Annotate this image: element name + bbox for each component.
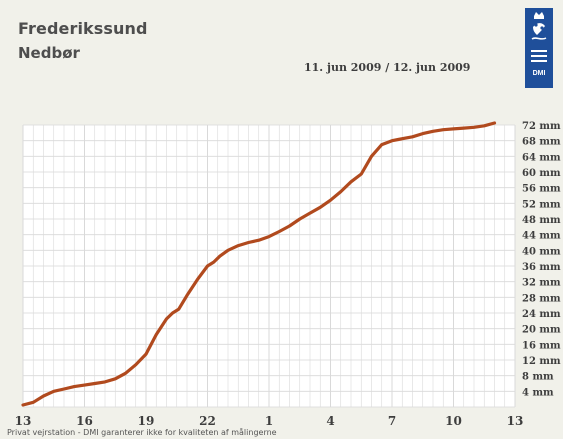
- y-tick-label: 40 mm: [522, 246, 561, 257]
- x-tick-label: 13: [507, 414, 524, 428]
- accumulated-rain-line: [21, 121, 497, 407]
- y-tick-label: 8 mm: [522, 372, 554, 383]
- y-tick-label: 60 mm: [522, 168, 561, 179]
- station-title: Frederikssund: [18, 19, 148, 38]
- x-tick-label: 22: [199, 414, 216, 428]
- x-tick-label: 7: [388, 414, 396, 428]
- footnote: Privat vejrstation - DMI garanterer ikke…: [7, 428, 277, 437]
- y-tick-label: 48 mm: [522, 215, 561, 226]
- y-tick-label: 4 mm: [522, 387, 554, 398]
- y-tick-label: 16 mm: [522, 340, 561, 351]
- y-tick-label: 52 mm: [522, 199, 561, 210]
- y-tick-label: 20 mm: [522, 325, 561, 336]
- y-tick-label: 64 mm: [522, 152, 561, 163]
- y-tick-label: 12 mm: [522, 356, 561, 367]
- parameter-title: Nedbør: [18, 44, 80, 62]
- y-axis-labels: 4 mm 8 mm 12 mm 16 mm 20 mm 24 mm 28 mm 32 mm 36…: [522, 121, 561, 398]
- x-tick-label: 16: [76, 414, 93, 428]
- grid-lines: [22, 124, 516, 408]
- x-tick-label: 19: [138, 414, 155, 428]
- x-tick-label: 1: [265, 414, 273, 428]
- y-tick-label: 68 mm: [522, 137, 561, 148]
- y-tick-label: 44 mm: [522, 231, 561, 242]
- date-range: 11. jun 2009 / 12. jun 2009: [304, 61, 471, 74]
- x-tick-label: 10: [445, 414, 462, 428]
- dmi-logo-icon: DMI: [525, 8, 553, 88]
- y-tick-label: 72 mm: [522, 121, 561, 132]
- dmi-logo-text: DMI: [533, 70, 546, 77]
- x-axis-labels: 13 16 19 22 1 4 7 10 13: [15, 414, 524, 428]
- y-tick-label: 28 mm: [522, 293, 561, 304]
- y-tick-label: 56 mm: [522, 184, 561, 195]
- x-tick-label: 4: [326, 414, 334, 428]
- y-tick-label: 32 mm: [522, 278, 561, 289]
- x-tick-label: 13: [15, 414, 32, 428]
- y-tick-label: 24 mm: [522, 309, 561, 320]
- y-tick-label: 36 mm: [522, 262, 561, 273]
